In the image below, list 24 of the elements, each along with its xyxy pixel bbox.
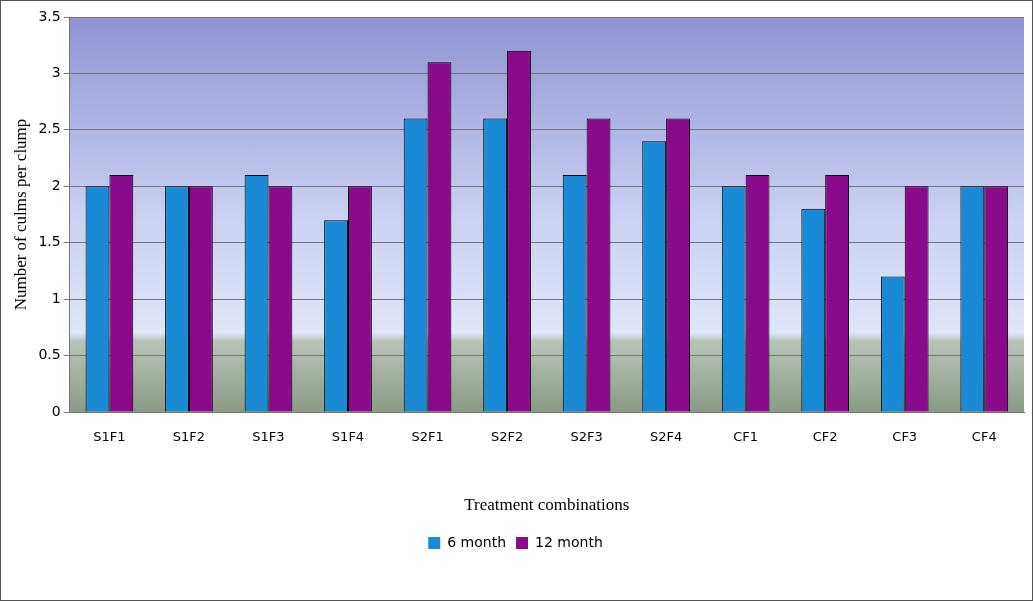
x-tick-label: S1F2 bbox=[172, 429, 206, 445]
x-tick-label: S1F3 bbox=[252, 429, 285, 445]
x-tick-label: S2F2 bbox=[490, 429, 524, 445]
y-axis-title: Number of culms per clump bbox=[10, 118, 30, 311]
legend-label: 12 month bbox=[535, 533, 603, 550]
x-tick-label: S1F4 bbox=[331, 429, 365, 445]
legend-label: 6 month bbox=[447, 533, 507, 550]
x-tick-label: S2F4 bbox=[649, 429, 683, 445]
x-tick-label: S2F3 bbox=[570, 429, 603, 445]
y-tick-label: 2.5 bbox=[38, 120, 61, 137]
y-tick-label: 0 bbox=[51, 402, 61, 419]
x-tick-label: CF2 bbox=[812, 429, 838, 445]
y-tick-label: 2 bbox=[51, 176, 61, 193]
x-tick-label: CF3 bbox=[892, 429, 918, 445]
x-tick-label: CF4 bbox=[971, 429, 997, 445]
x-tick-label: S2F1 bbox=[411, 429, 444, 445]
y-tick-label: 1 bbox=[51, 289, 61, 306]
y-tick-label: 0.5 bbox=[38, 346, 61, 363]
y-tick-label: 3 bbox=[51, 64, 61, 81]
x-tick-label: CF1 bbox=[733, 429, 759, 445]
x-axis-title: Treatment combinations bbox=[464, 495, 630, 515]
y-tick-label: 3.5 bbox=[38, 7, 61, 24]
y-tick-label: 1.5 bbox=[38, 233, 61, 250]
x-tick-label: S1F1 bbox=[93, 429, 126, 445]
